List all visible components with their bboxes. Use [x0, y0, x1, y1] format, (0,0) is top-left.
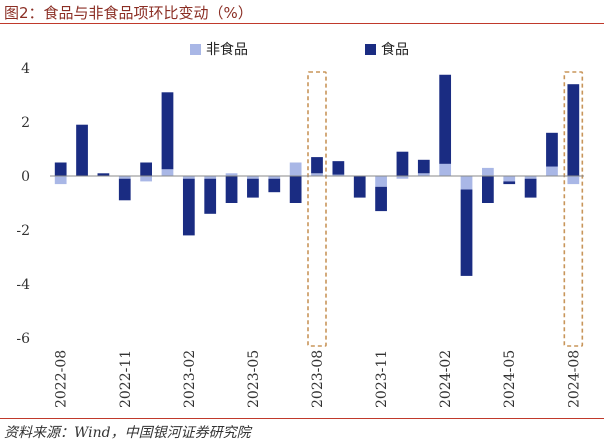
chart: 非食品 食品 -6 -4 -2 0 2 4 2022-08 2022-11 2023-02 2023-…	[16, 41, 584, 408]
source-divider	[0, 418, 604, 419]
bar-food-2023-04	[225, 176, 238, 203]
bar-nonfood-2024-04	[482, 167, 494, 176]
x-tick-label: 2024-08	[566, 350, 582, 408]
title-bar: 图2：食品与非食品项环比变动（%）	[0, 0, 604, 24]
y-tick-label: -4	[16, 277, 30, 293]
bar-nonfood-2024-03	[460, 176, 473, 190]
bar-food-2023-06	[268, 178, 281, 193]
bar-nonfood-2022-11	[118, 176, 131, 179]
bar-food-2023-10	[353, 176, 366, 198]
bar-food-2024-05	[503, 181, 516, 185]
bar-nonfood-2024-08	[567, 176, 580, 185]
bar-nonfood-2023-09	[332, 174, 345, 176]
bar-food-2024-02	[439, 74, 452, 164]
bar-food-2023-07	[289, 176, 302, 203]
bar-food-2024-01	[417, 159, 430, 174]
bar-nonfood-2023-07	[289, 162, 302, 176]
bar-nonfood-2024-06	[524, 176, 537, 179]
bar-food-2023-08	[311, 157, 323, 174]
y-tick-label: -6	[16, 331, 30, 347]
source-note: 资料来源：Wind，中国银河证券研究院	[4, 425, 251, 441]
bar-food-2022-08	[54, 162, 67, 176]
bar-nonfood-2023-03	[204, 176, 217, 179]
bar-food-2023-05	[247, 178, 259, 198]
bar-nonfood-2023-05	[247, 176, 259, 179]
bar-food-2022-12	[140, 162, 152, 176]
legend-label-food: 食品	[381, 41, 409, 58]
bar-food-2023-12	[396, 151, 409, 176]
bar-food-2022-09	[76, 124, 88, 176]
bar-nonfood-2023-12	[396, 176, 409, 179]
bar-food-2023-03	[204, 178, 217, 214]
bar-nonfood-2024-07	[546, 166, 558, 176]
legend-swatch-nonfood	[190, 44, 201, 55]
bar-food-2023-11	[375, 186, 387, 212]
bar-food-2024-03	[460, 189, 473, 276]
x-tick-label: 2023-11	[374, 350, 390, 408]
x-tick-label: 2023-08	[310, 350, 326, 408]
bar-nonfood-2023-04	[225, 173, 238, 176]
legend-label-nonfood: 非食品	[206, 41, 248, 58]
highlight-box-2024-08	[563, 71, 584, 347]
x-tick-label: 2023-02	[182, 350, 198, 408]
y-tick-label: 4	[21, 61, 30, 77]
x-tick-label: 2024-05	[502, 350, 518, 408]
bar-nonfood-2022-12	[140, 176, 152, 182]
bar-nonfood-2024-02	[439, 163, 452, 176]
x-tick-label: 2022-11	[118, 350, 134, 408]
bar-food-2024-04	[482, 176, 494, 203]
y-tick-label: 2	[21, 115, 30, 131]
bar-nonfood-2024-05	[503, 176, 516, 182]
bar-food-2024-08	[567, 84, 580, 176]
bar-nonfood-2023-06	[268, 176, 281, 179]
bar-nonfood-2022-08	[54, 176, 67, 185]
bar-food-2022-10	[97, 173, 110, 176]
y-tick-label: 0	[21, 169, 30, 185]
bar-food-2024-07	[546, 132, 558, 167]
figure-title: 图2：食品与非食品项环比变动（%）	[4, 4, 253, 22]
bar-nonfood-2024-01	[417, 173, 430, 176]
x-tick-label: 2022-08	[54, 350, 70, 408]
bar-nonfood-2023-11	[375, 176, 387, 187]
highlight-box-2023-08	[307, 71, 327, 347]
bar-food-2022-11	[118, 178, 131, 201]
x-tick-label: 2024-02	[438, 350, 454, 408]
bar-food-2023-01	[161, 92, 174, 170]
bar-food-2023-09	[332, 161, 345, 175]
y-tick-label: -2	[16, 223, 30, 239]
bar-nonfood-2023-02	[182, 176, 195, 179]
bar-nonfood-2023-01	[161, 169, 174, 176]
x-tick-label: 2023-05	[246, 350, 262, 408]
bar-food-2024-06	[524, 178, 537, 198]
bar-nonfood-2023-08	[311, 173, 323, 176]
legend-swatch-food	[365, 44, 376, 55]
bar-food-2023-02	[182, 178, 195, 236]
